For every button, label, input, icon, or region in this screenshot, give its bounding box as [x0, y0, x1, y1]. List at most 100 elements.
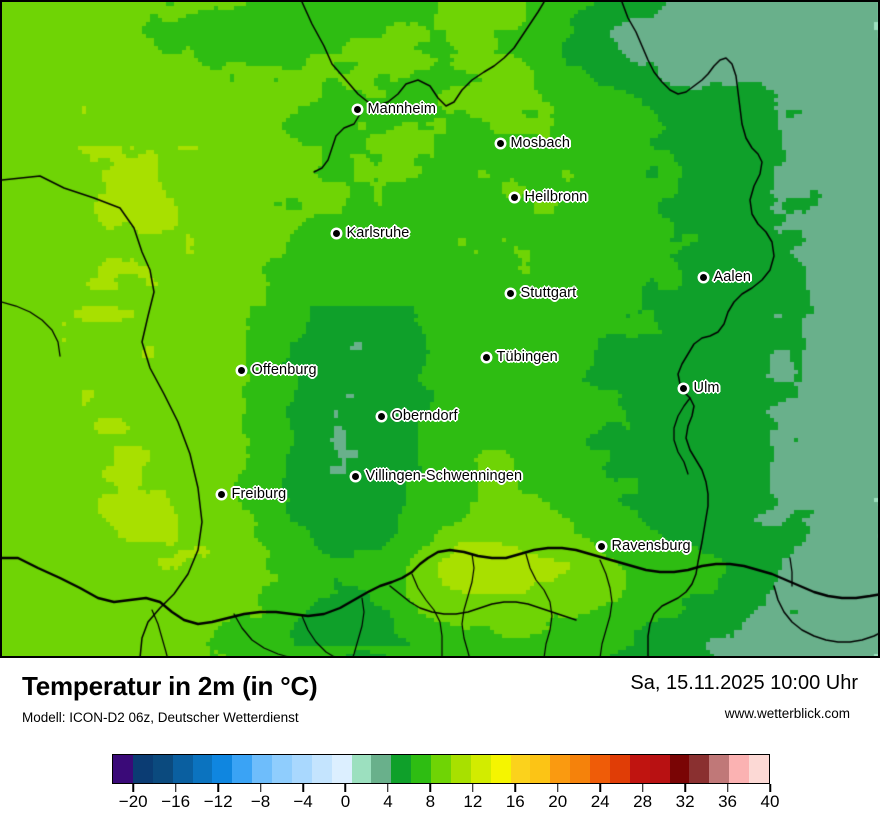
- city-label: Aalen: [713, 269, 752, 285]
- meta-block: Sa, 15.11.2025 10:00 Uhr www.wetterblick…: [630, 672, 858, 721]
- city-dot-icon: [699, 273, 707, 281]
- colorbar-tick: [429, 784, 432, 792]
- colorbar-segment: [570, 755, 590, 783]
- city-marker[interactable]: Mannheim: [353, 101, 437, 117]
- colorbar-segment: [749, 755, 769, 783]
- city-marker[interactable]: Stuttgart: [506, 285, 577, 301]
- colorbar-tick-label: 0: [340, 792, 351, 811]
- model-subtitle: Modell: ICON-D2 06z, Deutscher Wetterdie…: [22, 709, 299, 725]
- colorbar-tick-label: 16: [505, 792, 525, 811]
- city-dot-icon: [679, 384, 687, 392]
- colorbar-segment: [113, 755, 133, 783]
- colorbar-segment: [152, 755, 173, 783]
- colorbar-segment: [550, 755, 571, 783]
- city-dot-icon: [377, 412, 385, 420]
- colorbar-segment: [331, 755, 352, 783]
- title-block: Temperatur in 2m (in °C) Modell: ICON-D2…: [22, 671, 318, 725]
- colorbar-segment: [649, 755, 670, 783]
- city-label: Mosbach: [510, 135, 571, 151]
- city-marker[interactable]: Offenburg: [237, 362, 317, 378]
- city-marker[interactable]: Karlsruhe: [332, 225, 410, 241]
- city-dot-icon: [353, 105, 361, 113]
- colorbar-tick: [641, 784, 644, 792]
- colorbar-segment: [709, 755, 730, 783]
- colorbar-tick: [174, 784, 177, 792]
- colorbar-tick: [556, 784, 559, 792]
- colorbar-tick-label: 36: [718, 792, 738, 811]
- colorbar-tick-label: −20: [118, 792, 148, 811]
- city-dot-icon: [506, 289, 514, 297]
- colorbar-tick-label: −16: [161, 792, 191, 811]
- city-dot-icon: [237, 366, 245, 374]
- colorbar-tick-label: 24: [590, 792, 610, 811]
- colorbar-tick: [514, 784, 517, 792]
- colorbar-tick-label: 40: [760, 792, 780, 811]
- colorbar-tick-label: 8: [425, 792, 436, 811]
- colorbar-tick: [387, 784, 389, 792]
- city-marker[interactable]: Ravensburg: [597, 538, 691, 554]
- site-url: www.wetterblick.com: [724, 706, 850, 721]
- footer: Temperatur in 2m (in °C) Modell: ICON-D2…: [0, 658, 880, 830]
- city-label: Freiburg: [231, 486, 287, 502]
- colorbar-tick: [132, 784, 134, 792]
- colorbar-segment: [311, 755, 332, 783]
- colorbar-segment: [371, 755, 392, 783]
- colorbar-legend: −20 −16 −12 −8 −4 0 4 8 12 16 20 24 28 32 36 40: [112, 754, 780, 814]
- temperature-raster: [2, 2, 878, 656]
- colorbar-segment: [689, 755, 710, 783]
- city-marker[interactable]: Heilbronn: [510, 189, 588, 205]
- colorbar-tick-label: 4: [383, 792, 393, 811]
- colorbar-tick-label: 12: [463, 792, 483, 811]
- city-dot-icon: [496, 139, 504, 147]
- colorbar-segment: [669, 755, 690, 783]
- city-dot-icon: [351, 472, 359, 480]
- city-label: Stuttgart: [520, 285, 577, 301]
- colorbar-tick: [726, 784, 729, 792]
- colorbar-segment: [450, 755, 471, 783]
- city-marker[interactable]: Aalen: [699, 269, 752, 285]
- city-marker[interactable]: Villingen-Schwenningen: [351, 468, 523, 484]
- city-label: Oberndorf: [391, 408, 458, 424]
- colorbar-segment: [252, 755, 272, 783]
- city-dot-icon: [332, 229, 340, 237]
- city-marker[interactable]: Oberndorf: [377, 408, 458, 424]
- colorbar-tick-label: 28: [633, 792, 653, 811]
- city-marker[interactable]: Tübingen: [482, 349, 558, 365]
- city-dot-icon: [482, 353, 490, 361]
- colorbar-segment: [729, 755, 749, 783]
- colorbar-segment: [272, 755, 292, 783]
- colorbar-tick: [472, 784, 474, 792]
- city-label: Ravensburg: [611, 538, 691, 554]
- colorbar-tick-label: 20: [548, 792, 568, 811]
- city-label: Mannheim: [367, 101, 436, 117]
- colorbar-tick-labels: −20 −16 −12 −8 −4 0 4 8 12 16 20 24 28 32 36 40: [112, 792, 780, 814]
- city-label: Villingen-Schwenningen: [365, 468, 523, 484]
- colorbar-segment: [629, 755, 650, 783]
- city-label: Offenburg: [251, 362, 317, 378]
- colorbar-ticks: [112, 784, 771, 792]
- city-marker[interactable]: Mosbach: [496, 135, 571, 151]
- colorbar-segment: [470, 755, 491, 783]
- page-title: Temperatur in 2m (in °C): [22, 671, 318, 701]
- colorbar-segment: [232, 755, 253, 783]
- colorbar-segment: [132, 755, 153, 783]
- colorbar-segment: [590, 755, 610, 783]
- colorbar-segment: [351, 755, 372, 783]
- city-dot-icon: [510, 193, 518, 201]
- city-label: Tübingen: [496, 349, 558, 365]
- temperature-map[interactable]: Mannheim Mosbach Heilbronn Karlsruhe Aalen St…: [0, 0, 880, 658]
- colorbar-segment: [192, 755, 213, 783]
- colorbar-segment: [411, 755, 431, 783]
- colorbar-tick-label: 32: [675, 792, 695, 811]
- city-label: Karlsruhe: [346, 225, 410, 241]
- city-marker[interactable]: Ulm: [679, 380, 720, 396]
- colorbar-segment: [291, 755, 312, 783]
- colorbar-tick-label: −4: [293, 792, 313, 811]
- colorbar-segment: [431, 755, 451, 783]
- colorbar-segment: [609, 755, 630, 783]
- colorbar-segment: [490, 755, 511, 783]
- colorbar-tick: [769, 784, 771, 792]
- city-marker[interactable]: Freiburg: [217, 486, 287, 502]
- city-dot-icon: [217, 490, 225, 498]
- colorbar-segment: [510, 755, 531, 783]
